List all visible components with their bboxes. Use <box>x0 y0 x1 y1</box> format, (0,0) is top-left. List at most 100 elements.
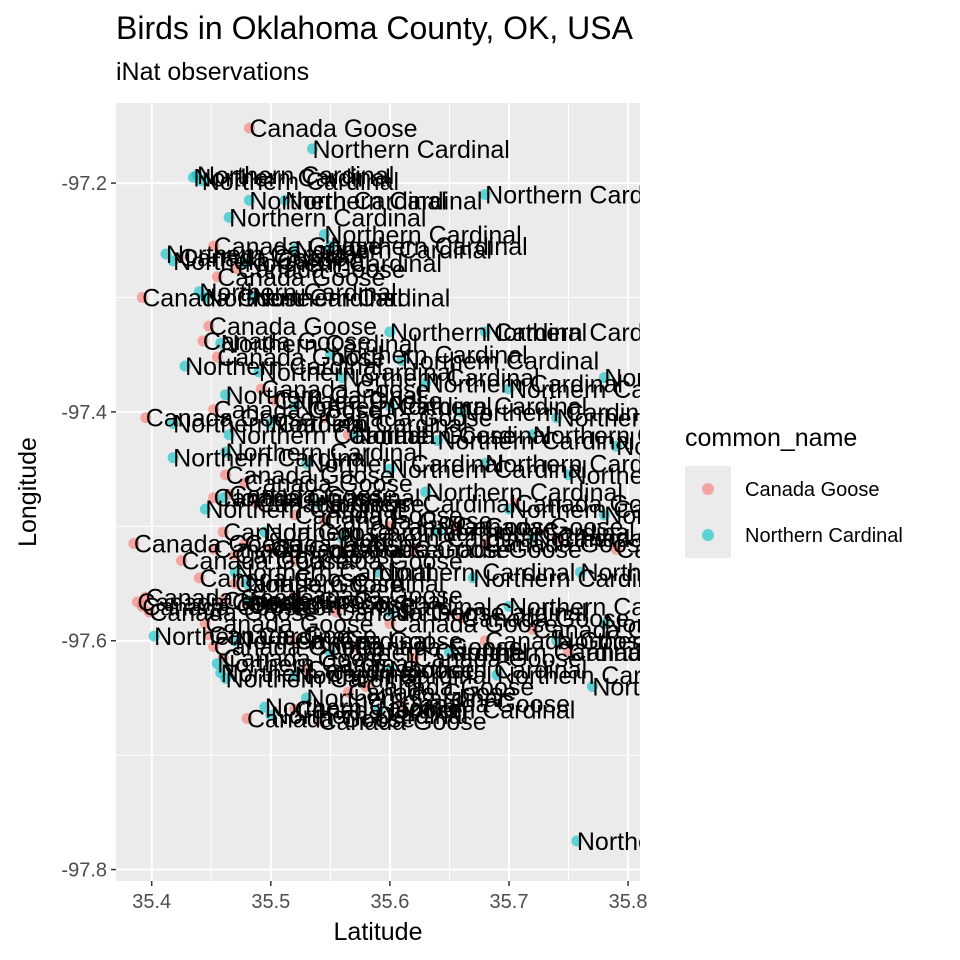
point-label: Northern Cardinal <box>271 702 468 730</box>
data-point <box>251 497 263 509</box>
point-label: Canada Goose <box>179 244 347 272</box>
point-label: Northern Cardinal <box>313 136 510 164</box>
data-point <box>443 646 455 658</box>
data-point <box>199 292 211 303</box>
data-point <box>160 248 172 260</box>
data-point <box>220 389 232 401</box>
point-label: Canada Goose <box>616 536 784 564</box>
x-tick-label: 35.8 <box>609 891 648 913</box>
point-label: Northern Cardinal <box>223 485 420 513</box>
point-label: Canada Goose <box>237 256 405 284</box>
data-point <box>187 171 199 183</box>
point-label: Northern Cardinal <box>295 662 492 690</box>
point-label: Northern Cardinal <box>173 445 370 473</box>
data-point <box>217 492 229 504</box>
data-point <box>223 429 235 441</box>
point-label: Northern Cardinal <box>616 433 813 461</box>
data-point <box>196 175 208 187</box>
data-point <box>571 835 583 847</box>
point-label: Northern Cardinal <box>253 285 450 313</box>
data-point <box>432 526 444 538</box>
point-label: Canada Goose <box>235 542 403 570</box>
point-label: Northern Cardinal <box>533 422 730 450</box>
point-label: Northern Cardinal <box>438 519 635 547</box>
data-point <box>229 566 241 578</box>
point-label: Canada Goose <box>214 485 382 513</box>
data-point <box>479 326 491 338</box>
legend: common_name Canada Goose Northern Cardin… <box>685 424 903 558</box>
data-point <box>384 400 396 412</box>
point-label: Northern Cardinal <box>342 365 539 393</box>
data-point <box>324 646 336 658</box>
point-label: Canada Goose <box>226 462 394 490</box>
data-point <box>140 591 152 603</box>
major-gridlines <box>116 103 640 881</box>
data-point <box>551 635 563 647</box>
point-label: Northern Cardinal <box>265 694 462 722</box>
data-point <box>220 446 232 458</box>
data-point <box>229 549 241 561</box>
data-point <box>503 503 515 515</box>
x-tick-label: 35.6 <box>370 891 409 913</box>
point-label: Canada Goose <box>366 674 534 702</box>
point-label: Northern Cardinal <box>485 319 682 347</box>
data-point <box>336 372 348 384</box>
data-point <box>220 672 232 684</box>
point-label: Canada Goose <box>214 233 382 261</box>
point-label: Canada Goose <box>295 502 463 530</box>
data-point <box>265 709 277 721</box>
plot-panel <box>116 103 640 881</box>
data-point <box>301 457 313 469</box>
data-point <box>598 618 610 630</box>
data-point <box>551 532 563 544</box>
point-label: Northern Cardinal <box>247 571 444 599</box>
data-point <box>312 715 324 727</box>
point-label: Canada Goose <box>245 470 413 498</box>
data-point <box>384 463 396 475</box>
data-point <box>239 257 251 269</box>
data-point <box>208 240 220 252</box>
point-label: Canada Goose <box>557 525 725 553</box>
point-label: Canada Goose <box>569 639 737 667</box>
data-point <box>243 122 255 134</box>
point-label: Canada Goose <box>182 548 350 576</box>
point-label: Canada Goose <box>247 706 415 734</box>
data-point <box>336 543 348 555</box>
point-label: Northern Cardinal <box>569 462 766 490</box>
data-point <box>598 372 610 384</box>
point-label: Northern Cardinal <box>259 359 456 387</box>
data-point <box>610 543 622 555</box>
point-label: Northern Cardinal <box>154 623 351 651</box>
point-label: Canada Goose <box>209 313 377 341</box>
point-label: Canada Goose <box>217 264 385 292</box>
y-tick-label: -97.4 <box>61 402 107 424</box>
point-label: Canada Goose <box>217 344 385 372</box>
point-label: Northern Cardinal <box>249 588 446 616</box>
point-label: Northern Cardinal <box>173 410 370 438</box>
point-label: Northern Cardinal <box>378 696 575 724</box>
data-point <box>259 526 271 538</box>
data-point <box>208 492 220 504</box>
data-point <box>312 497 324 509</box>
data-point <box>324 349 336 361</box>
data-point <box>279 194 291 206</box>
point-label: Northern Cardinal <box>604 502 801 530</box>
x-axis-title: Latitude <box>334 918 423 946</box>
point-label: Canada Goose <box>295 628 463 656</box>
y-axis: -97.2 -97.4 -97.6 -97.8 <box>61 173 116 882</box>
point-label: Northern Cardinal <box>295 236 492 264</box>
data-point <box>203 629 215 641</box>
data-point <box>396 354 408 366</box>
point-label: Canada Goose <box>214 536 382 564</box>
point-label: Canada Goose <box>348 422 516 450</box>
data-point <box>432 435 444 447</box>
data-point <box>384 606 396 618</box>
point-label: Canada Goose <box>274 387 442 415</box>
point-label: Canada Goose <box>342 536 510 564</box>
data-point <box>563 469 575 481</box>
point-label: Northern Cardinal <box>307 685 504 713</box>
point-label: Canada Goose <box>235 571 403 599</box>
data-point <box>128 537 140 549</box>
